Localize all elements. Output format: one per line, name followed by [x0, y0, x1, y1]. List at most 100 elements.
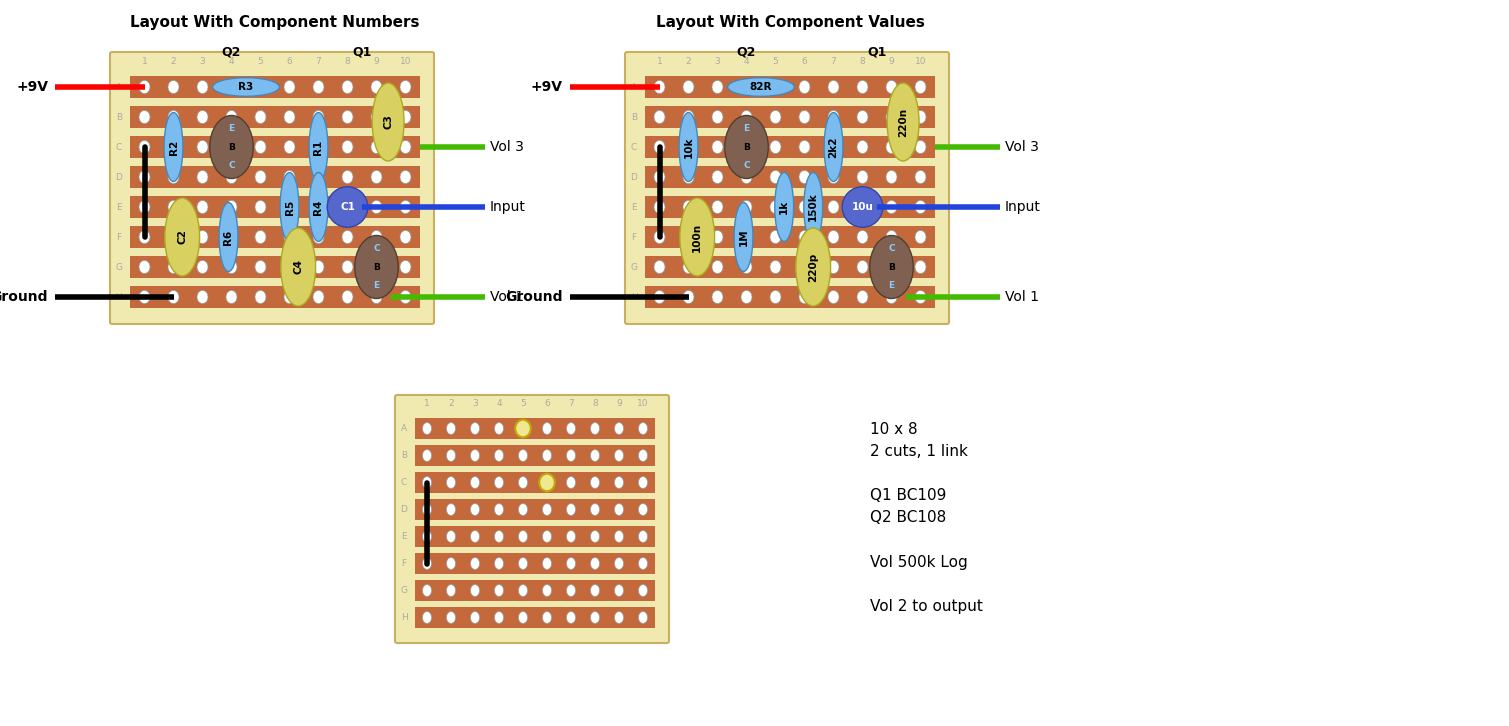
Ellipse shape [226, 171, 237, 184]
Ellipse shape [590, 504, 599, 515]
Ellipse shape [828, 140, 839, 154]
Ellipse shape [495, 531, 504, 542]
Ellipse shape [400, 290, 410, 303]
Ellipse shape [284, 81, 296, 94]
Bar [644, 136, 936, 158]
Ellipse shape [869, 235, 913, 298]
Bar [415, 445, 655, 466]
Ellipse shape [373, 83, 404, 161]
Ellipse shape [886, 261, 896, 274]
Ellipse shape [312, 81, 324, 94]
Ellipse shape [886, 200, 896, 213]
Ellipse shape [857, 140, 868, 154]
Ellipse shape [542, 558, 552, 569]
Text: 2k2: 2k2 [828, 136, 839, 158]
Ellipse shape [741, 110, 751, 123]
Text: Q2: Q2 [222, 46, 241, 59]
Text: 2: 2 [448, 399, 454, 409]
Ellipse shape [798, 81, 810, 94]
Ellipse shape [590, 423, 599, 434]
Ellipse shape [400, 171, 410, 184]
Ellipse shape [914, 200, 927, 213]
Ellipse shape [590, 584, 599, 597]
Text: E: E [116, 203, 122, 211]
Ellipse shape [914, 81, 927, 94]
Ellipse shape [447, 558, 456, 569]
Ellipse shape [423, 558, 432, 569]
Text: Q1: Q1 [868, 46, 887, 59]
Ellipse shape [167, 290, 180, 303]
Ellipse shape [614, 558, 623, 569]
Bar [130, 195, 420, 219]
Ellipse shape [167, 230, 180, 244]
Ellipse shape [614, 449, 623, 462]
Ellipse shape [400, 81, 410, 94]
Ellipse shape [638, 531, 647, 542]
Ellipse shape [447, 584, 456, 597]
Bar [415, 553, 655, 574]
Ellipse shape [741, 171, 751, 184]
Ellipse shape [139, 200, 149, 213]
Ellipse shape [542, 584, 552, 597]
Ellipse shape [164, 198, 199, 276]
Ellipse shape [309, 113, 327, 182]
Text: 7: 7 [830, 57, 836, 65]
Ellipse shape [495, 476, 504, 489]
Text: 8: 8 [860, 57, 865, 65]
Text: 2 cuts, 1 link: 2 cuts, 1 link [871, 444, 967, 460]
Ellipse shape [210, 115, 254, 179]
Text: C4: C4 [293, 259, 303, 274]
Ellipse shape [471, 584, 480, 597]
Ellipse shape [566, 504, 575, 515]
Ellipse shape [139, 290, 149, 303]
Ellipse shape [139, 261, 149, 274]
Ellipse shape [638, 558, 647, 569]
Ellipse shape [566, 611, 575, 624]
Text: 10k: 10k [684, 136, 694, 158]
Ellipse shape [886, 290, 896, 303]
Text: 7: 7 [567, 399, 573, 409]
Ellipse shape [309, 173, 327, 242]
FancyBboxPatch shape [395, 395, 668, 643]
Ellipse shape [312, 290, 324, 303]
Ellipse shape [255, 81, 266, 94]
Text: E: E [373, 282, 380, 290]
Ellipse shape [255, 200, 266, 213]
Text: 10: 10 [400, 57, 412, 65]
Ellipse shape [519, 558, 528, 569]
Ellipse shape [284, 200, 296, 213]
Text: 1: 1 [656, 57, 662, 65]
Text: E: E [631, 203, 637, 211]
Text: Layout With Component Numbers: Layout With Component Numbers [130, 15, 420, 30]
Text: G: G [116, 263, 122, 272]
Ellipse shape [198, 200, 208, 213]
Ellipse shape [590, 558, 599, 569]
Text: C: C [744, 161, 750, 171]
Ellipse shape [327, 187, 368, 227]
Ellipse shape [312, 261, 324, 274]
Ellipse shape [653, 200, 665, 213]
Text: R2: R2 [169, 139, 178, 155]
Ellipse shape [542, 449, 552, 462]
Ellipse shape [312, 230, 324, 244]
Ellipse shape [741, 230, 751, 244]
Text: 10: 10 [637, 399, 649, 409]
Ellipse shape [312, 140, 324, 154]
Bar [415, 472, 655, 493]
Bar [644, 195, 936, 219]
Text: 10 x 8: 10 x 8 [871, 423, 917, 438]
Text: A: A [401, 424, 407, 433]
Text: 6: 6 [287, 57, 293, 65]
Text: H: H [631, 293, 637, 301]
Ellipse shape [447, 611, 456, 624]
Ellipse shape [741, 140, 751, 154]
Ellipse shape [423, 531, 432, 542]
Ellipse shape [828, 290, 839, 303]
Text: R5: R5 [285, 200, 294, 215]
Ellipse shape [733, 203, 753, 272]
Text: B: B [116, 113, 122, 121]
Ellipse shape [590, 611, 599, 624]
Text: Vol 1: Vol 1 [1005, 290, 1040, 304]
Ellipse shape [684, 261, 694, 274]
Bar [130, 226, 420, 248]
